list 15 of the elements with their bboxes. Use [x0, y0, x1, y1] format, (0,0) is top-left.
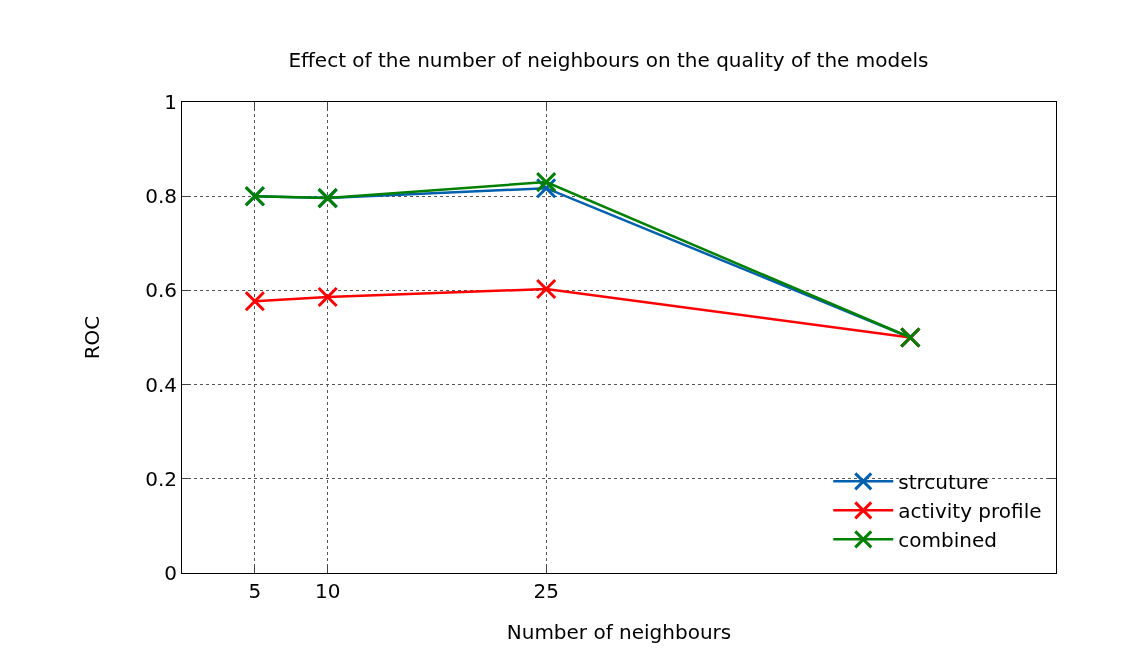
legend-label: combined: [898, 528, 997, 553]
y-tick-label: 0.6: [145, 278, 177, 303]
y-tick-label: 0.4: [145, 372, 177, 397]
y-axis-title: ROC: [79, 315, 104, 360]
legend-label: activity profile: [898, 499, 1042, 524]
x-tick-label: 25: [533, 579, 559, 603]
legend-label: strcuture: [898, 470, 989, 495]
x-tick-label: 5: [248, 579, 262, 603]
chart-title: Effect of the number of neighbours on the quality of the models: [288, 47, 929, 72]
y-tick-label: 1: [164, 90, 177, 114]
y-tick-label: 0.8: [145, 184, 177, 209]
x-tick-label: 10: [314, 579, 341, 603]
y-tick-label: 0: [164, 561, 177, 585]
y-tick-label: 0.2: [145, 466, 177, 491]
x-axis-title: Number of neighbours: [506, 619, 732, 644]
